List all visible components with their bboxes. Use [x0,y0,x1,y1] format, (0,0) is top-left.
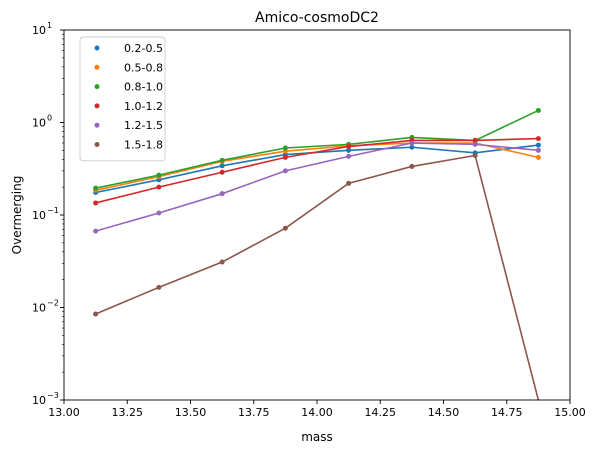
data-point [409,164,414,169]
data-point [156,173,161,178]
data-point [346,144,351,149]
data-point [283,226,288,231]
y-tick-label: 10 [32,394,46,407]
data-point [156,285,161,290]
x-tick-label: 13.25 [112,406,144,419]
x-tick-label: 13.50 [175,406,207,419]
x-tick-label: 14.00 [301,406,333,419]
y-tick-exponent: 1 [47,21,52,30]
legend-label: 0.5-0.8 [124,61,163,74]
data-point [346,181,351,186]
legend-label: 1.0-1.2 [124,100,163,113]
data-point [93,229,98,234]
chart-title: Amico-cosmoDC2 [255,10,379,26]
data-point [93,200,98,205]
y-tick-exponent: −1 [47,206,59,215]
legend-marker [95,103,100,108]
data-point [473,142,478,147]
y-tick-label: 10 [32,24,46,37]
data-point [473,153,478,158]
legend-marker [95,123,100,128]
data-point [283,168,288,173]
x-tick-label: 14.75 [491,406,523,419]
data-point [156,211,161,216]
data-point [220,163,225,168]
legend-marker [95,142,100,147]
y-tick-exponent: 0 [47,114,52,123]
data-point [220,170,225,175]
x-tick-label: 13.75 [238,406,270,419]
legend-label: 1.5-1.8 [124,139,163,152]
data-point [346,154,351,159]
data-point [220,158,225,163]
data-point [409,141,414,146]
data-point [283,146,288,151]
legend-label: 0.2-0.5 [124,42,163,55]
x-tick-label: 14.50 [428,406,460,419]
legend-label: 1.2-1.5 [124,119,163,132]
x-tick-label: 14.25 [365,406,397,419]
data-point [93,312,98,317]
legend-marker [95,65,100,70]
y-tick-exponent: −3 [47,391,59,400]
data-point [536,148,541,153]
data-point [536,108,541,113]
x-axis-label: mass [301,430,333,444]
legend-marker [95,46,100,51]
legend-marker [95,84,100,89]
y-tick-label: 10 [32,117,46,130]
y-axis-label: Overmerging [10,176,24,255]
y-tick-exponent: −2 [47,299,59,308]
data-point [536,136,541,141]
data-point [220,191,225,196]
data-point [93,186,98,191]
y-tick-label: 10 [32,302,46,315]
data-point [536,143,541,148]
data-point [156,185,161,190]
data-point [536,155,541,160]
y-tick-label: 10 [32,209,46,222]
x-tick-label: 15.00 [554,406,586,419]
data-point [220,260,225,265]
legend-label: 0.8-1.0 [124,81,163,94]
x-tick-label: 13.00 [48,406,80,419]
series-line-1.5-1.8 [96,155,539,400]
data-point [283,155,288,160]
legend: 0.2-0.5 0.5-0.8 0.8-1.0 1.0-1.2 1.2-1.5 1.5-1… [80,37,165,161]
